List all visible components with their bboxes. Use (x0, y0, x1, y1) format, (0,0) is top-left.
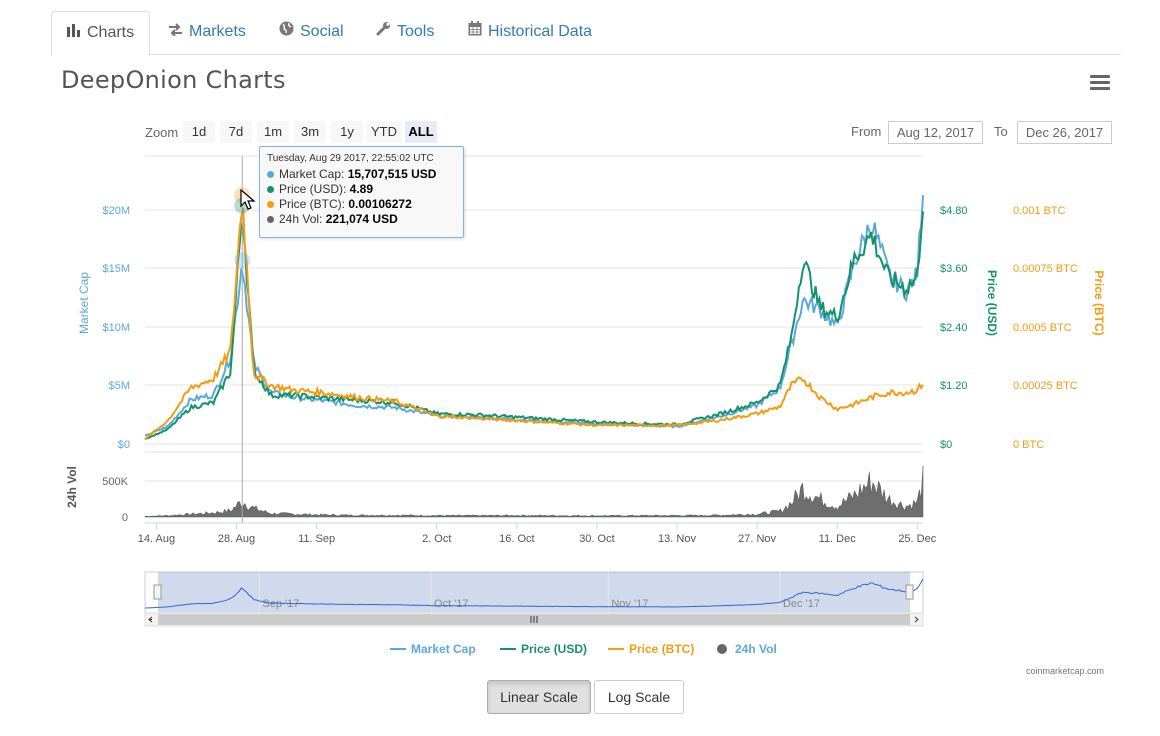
y-tick-market-cap: $20M (102, 205, 130, 217)
bar-chart-icon (67, 12, 81, 54)
navigator-label: Sep '17 (262, 598, 299, 610)
legend-market-cap[interactable]: Market Cap (390, 642, 476, 656)
zoom-all-button[interactable]: ALL (405, 121, 437, 143)
y-tick-volume: 0 (122, 512, 128, 524)
page-title: DeepOnion Charts (61, 66, 286, 94)
chart-tabs: Charts Markets Social Tools Historical D… (51, 11, 1121, 56)
series-price-usd (144, 211, 924, 441)
to-label: To (994, 124, 1008, 139)
zoom-label: Zoom (145, 125, 179, 140)
zoom-ytd-button[interactable]: YTD (367, 121, 401, 143)
x-tick-label: 30. Oct (579, 533, 614, 545)
x-tick-label: 2. Oct (422, 533, 451, 545)
tooltip-date: Tuesday, Aug 29 2017, 22:55:02 UTC (267, 153, 434, 164)
legend-price-btc[interactable]: Price (BTC) (608, 642, 694, 656)
series-price-btc (144, 208, 924, 441)
price-chart[interactable]: $0 $5M $10M $15M $20M $0 $1.20 $2.40 $3.60 $4.80 0… (0, 0, 1160, 640)
globe-icon (279, 11, 294, 53)
from-date-input[interactable] (888, 121, 983, 144)
scroll-left-arrow-icon (148, 616, 153, 623)
navigator-series (144, 578, 924, 609)
tab-social-label: Social (300, 23, 344, 41)
y-tick-price-usd: $2.40 (940, 322, 968, 334)
tooltip-row-price-btc: Price (BTC): 0.00106272 (267, 197, 456, 212)
tooltip-row-volume: 24h Vol: 221,074 USD (267, 212, 456, 227)
tab-charts-label: Charts (87, 24, 135, 42)
scrollbar-grip-icon (530, 616, 538, 623)
navigator-label: Nov '17 (611, 598, 648, 610)
y-tick-price-btc: 0.00075 BTC (1013, 263, 1078, 275)
chart-tooltip: Tuesday, Aug 29 2017, 22:55:02 UTC Marke… (259, 146, 464, 238)
y-tick-price-btc: 0 BTC (1013, 439, 1044, 451)
zoom-1d-button[interactable]: 1d (183, 121, 215, 143)
hamburger-menu-icon[interactable] (1090, 75, 1110, 91)
tab-tools-label: Tools (397, 23, 435, 41)
y-tick-market-cap: $5M (109, 380, 130, 392)
tab-historical-data[interactable]: Historical Data (468, 11, 592, 55)
navigator-left-handle (153, 584, 162, 600)
y-tick-price-usd: $4.80 (940, 205, 968, 217)
to-date-input[interactable] (1017, 121, 1112, 144)
wrench-icon (376, 11, 391, 53)
y-axis-title-price-btc: Price (BTC) (1092, 270, 1106, 335)
x-tick-label: 27. Nov (738, 533, 776, 545)
series-24h-vol (144, 465, 924, 518)
y-tick-price-usd: $1.20 (940, 380, 968, 392)
tab-markets[interactable]: Markets (168, 11, 246, 55)
navigator-label: Oct '17 (434, 598, 469, 610)
tab-social[interactable]: Social (279, 11, 344, 55)
credit-link[interactable]: coinmarketcap.com (1026, 666, 1105, 676)
x-tick-label: 13. Nov (658, 533, 696, 545)
legend-price-usd[interactable]: Price (USD) (500, 642, 587, 656)
y-tick-market-cap: $0 (118, 439, 130, 451)
tooltip-row-price-usd: Price (USD): 4.89 (267, 182, 456, 197)
tab-charts[interactable]: Charts (51, 11, 151, 56)
zoom-1y-button[interactable]: 1y (331, 121, 363, 143)
x-tick-label: 11. Dec (819, 533, 857, 545)
navigator[interactable]: Sep '17 Oct '17 Nov '17 Dec '17 (144, 571, 924, 627)
navigator-right-handle (905, 584, 914, 600)
y-tick-price-usd: $0 (940, 439, 952, 451)
y-tick-market-cap: $10M (102, 322, 130, 334)
tab-historical-data-label: Historical Data (488, 23, 593, 41)
x-tick-label: 16. Oct (499, 533, 534, 545)
y-axis-title-volume: 24h Vol (65, 466, 79, 508)
x-tick-label: 14. Aug (138, 533, 175, 545)
from-label: From (851, 124, 882, 139)
tab-markets-label: Markets (189, 23, 246, 41)
y-axis-title-market-cap: Market Cap (77, 272, 91, 334)
zoom-3m-button[interactable]: 3m (294, 121, 326, 143)
tooltip-row-market-cap: Market Cap: 15,707,515 USD (267, 167, 456, 182)
y-tick-price-btc: 0.00025 BTC (1013, 380, 1078, 392)
y-axis-title-price-usd: Price (USD) (985, 270, 999, 336)
zoom-7d-button[interactable]: 7d (220, 121, 252, 143)
x-tick-label: 25. Dec (898, 533, 936, 545)
y-tick-price-btc: 0.0005 BTC (1013, 322, 1072, 334)
x-tick-label: 28. Aug (218, 533, 255, 545)
mouse-cursor-icon (240, 189, 256, 210)
linear-scale-button[interactable]: Linear Scale (487, 680, 591, 714)
y-tick-market-cap: $15M (102, 263, 130, 275)
y-tick-price-btc: 0.001 BTC (1013, 205, 1066, 217)
y-tick-volume: 500K (102, 476, 128, 488)
scroll-right-arrow-icon (914, 616, 919, 623)
exchange-arrows-icon (168, 11, 183, 53)
hover-marker-market-cap (234, 252, 251, 269)
legend-24h-vol[interactable]: 24h Vol (717, 642, 777, 656)
calendar-icon (468, 11, 482, 53)
log-scale-button[interactable]: Log Scale (594, 680, 684, 714)
x-tick-label: 11. Sep (298, 533, 335, 545)
zoom-1m-button[interactable]: 1m (257, 121, 289, 143)
tab-tools[interactable]: Tools (376, 11, 434, 55)
navigator-label: Dec '17 (783, 598, 820, 610)
y-tick-price-usd: $3.60 (940, 263, 968, 275)
